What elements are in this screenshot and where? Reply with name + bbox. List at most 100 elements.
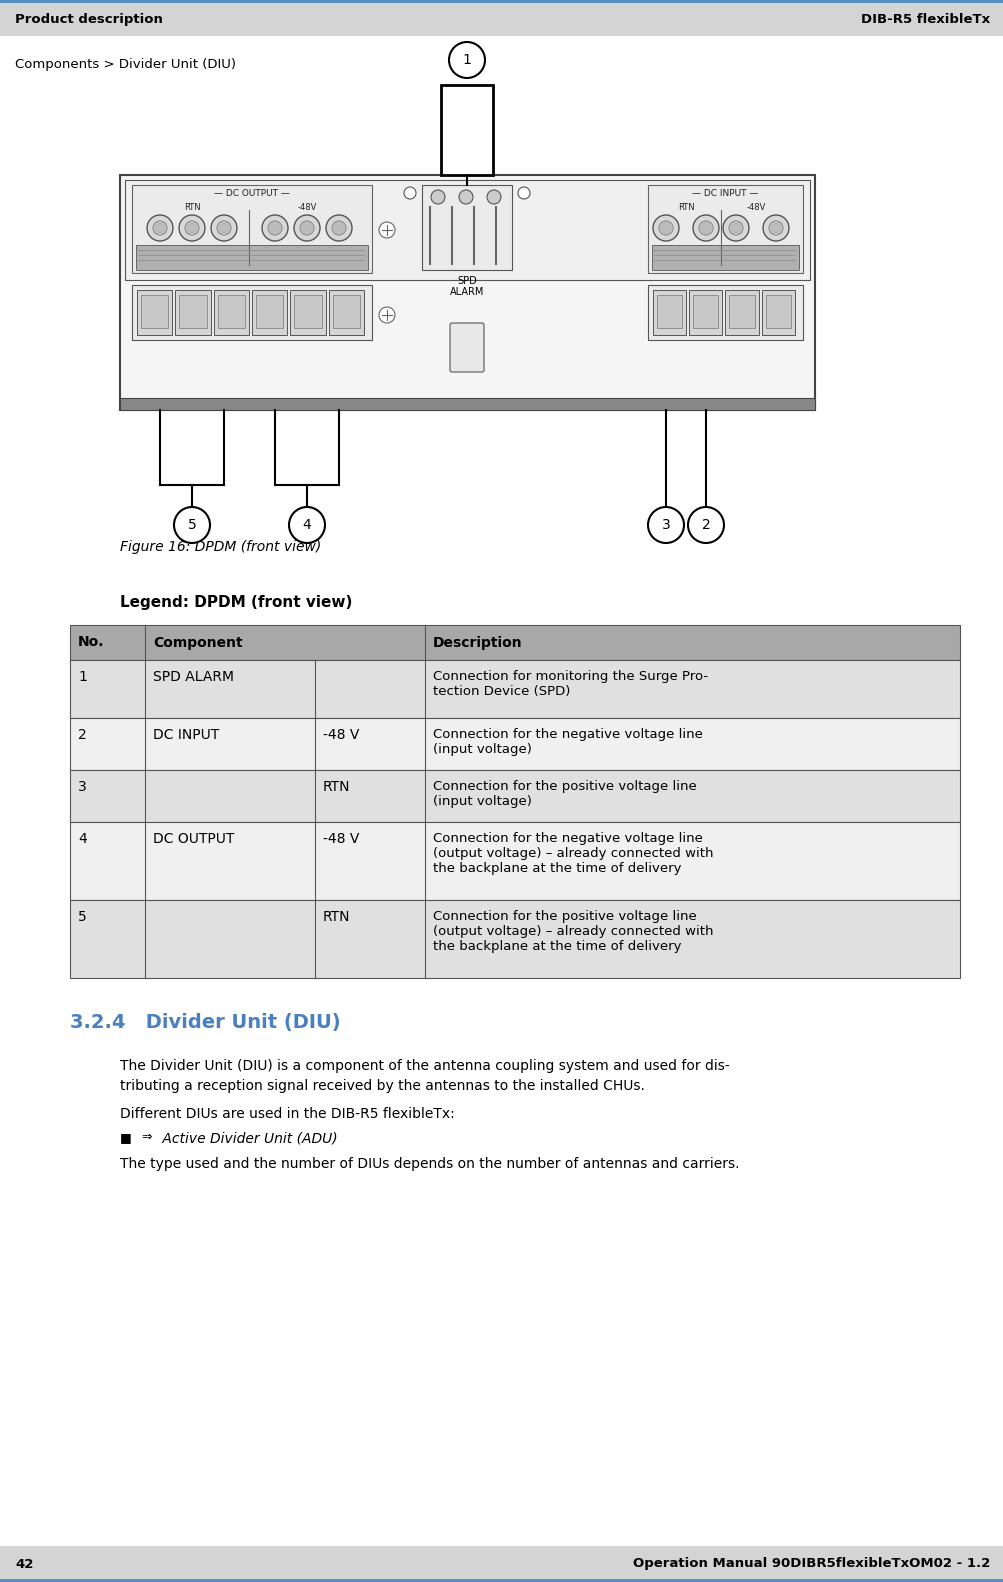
Circle shape xyxy=(698,221,712,236)
Bar xyxy=(761,290,794,335)
Text: DC OUTPUT: DC OUTPUT xyxy=(152,832,234,846)
Bar xyxy=(328,290,364,335)
Text: Component: Component xyxy=(152,636,243,650)
Bar xyxy=(0,1579,1003,1582)
Text: RTN: RTN xyxy=(184,202,201,212)
Text: Legend: DPDM (front view): Legend: DPDM (front view) xyxy=(120,595,352,611)
Text: ALARM: ALARM xyxy=(449,286,483,297)
Text: 4: 4 xyxy=(302,517,311,532)
Circle shape xyxy=(687,506,723,543)
Text: The Divider Unit (DIU) is a component of the antenna coupling system and used fo: The Divider Unit (DIU) is a component of… xyxy=(120,1058,729,1073)
Text: Connection for the negative voltage line
(input voltage): Connection for the negative voltage line… xyxy=(432,728,702,756)
Circle shape xyxy=(647,506,683,543)
Bar xyxy=(656,294,682,327)
Circle shape xyxy=(185,221,199,236)
Text: The type used and the number of DIUs depends on the number of antennas and carri: The type used and the number of DIUs dep… xyxy=(120,1156,739,1171)
Text: 42: 42 xyxy=(15,1558,33,1571)
Bar xyxy=(256,294,283,327)
Circle shape xyxy=(448,43,484,78)
Text: 2: 2 xyxy=(701,517,710,532)
Text: 2: 2 xyxy=(78,728,86,742)
Bar xyxy=(252,290,287,335)
Circle shape xyxy=(378,307,394,323)
Text: Connection for the positive voltage line
(output voltage) – already connected wi: Connection for the positive voltage line… xyxy=(432,910,713,952)
Text: 3: 3 xyxy=(661,517,670,532)
Circle shape xyxy=(658,221,672,236)
Bar xyxy=(70,770,959,823)
Bar xyxy=(647,185,802,274)
Text: ■: ■ xyxy=(120,1131,131,1144)
Bar xyxy=(70,660,959,718)
Bar xyxy=(294,294,321,327)
Circle shape xyxy=(486,190,500,204)
Circle shape xyxy=(692,215,718,240)
Bar xyxy=(652,290,686,335)
Text: ⇒: ⇒ xyxy=(140,1131,151,1144)
Text: Figure 16: DPDM (front view): Figure 16: DPDM (front view) xyxy=(120,539,321,554)
Bar xyxy=(140,294,169,327)
Bar xyxy=(131,185,372,274)
Text: Connection for the positive voltage line
(input voltage): Connection for the positive voltage line… xyxy=(432,780,696,808)
Circle shape xyxy=(762,215,788,240)
Text: DIB-R5 flexibleTx: DIB-R5 flexibleTx xyxy=(860,13,989,25)
Text: — DC OUTPUT —: — DC OUTPUT — xyxy=(214,188,290,198)
Circle shape xyxy=(518,187,530,199)
Circle shape xyxy=(146,215,173,240)
Text: -48V: -48V xyxy=(297,202,316,212)
Bar xyxy=(136,290,173,335)
Circle shape xyxy=(326,215,352,240)
Text: Connection for the negative voltage line
(output voltage) – already connected wi: Connection for the negative voltage line… xyxy=(432,832,713,875)
Circle shape xyxy=(289,506,325,543)
Circle shape xyxy=(300,221,314,236)
Bar xyxy=(70,823,959,900)
Circle shape xyxy=(728,221,742,236)
Circle shape xyxy=(378,221,394,237)
Text: tributing a reception signal received by the antennas to the installed CHUs.: tributing a reception signal received by… xyxy=(120,1079,644,1093)
Bar xyxy=(0,1546,1003,1582)
Text: No.: No. xyxy=(78,636,104,650)
Circle shape xyxy=(403,187,415,199)
Circle shape xyxy=(458,190,472,204)
Bar xyxy=(125,180,809,280)
Text: 5: 5 xyxy=(188,517,197,532)
Bar xyxy=(70,900,959,978)
Bar xyxy=(729,294,754,327)
Text: Product description: Product description xyxy=(15,13,162,25)
Text: SPD: SPD xyxy=(456,275,476,286)
Circle shape xyxy=(217,221,231,236)
Bar xyxy=(765,294,790,327)
Bar xyxy=(421,185,512,271)
Text: Description: Description xyxy=(432,636,523,650)
Circle shape xyxy=(722,215,748,240)
Text: RTN: RTN xyxy=(323,780,350,794)
Bar xyxy=(0,0,1003,36)
Text: 3: 3 xyxy=(78,780,86,794)
Text: 4: 4 xyxy=(78,832,86,846)
Bar xyxy=(651,245,798,271)
Text: 1: 1 xyxy=(462,54,471,66)
Text: 1: 1 xyxy=(78,671,87,683)
Circle shape xyxy=(152,221,166,236)
Text: Active Divider Unit (ADU): Active Divider Unit (ADU) xyxy=(157,1131,337,1145)
Text: -48 V: -48 V xyxy=(323,728,359,742)
Circle shape xyxy=(179,215,205,240)
Circle shape xyxy=(332,221,346,236)
Text: Connection for monitoring the Surge Pro-
tection Device (SPD): Connection for monitoring the Surge Pro-… xyxy=(432,671,707,698)
Circle shape xyxy=(768,221,782,236)
Circle shape xyxy=(652,215,678,240)
Bar xyxy=(647,285,802,340)
Bar xyxy=(0,0,1003,3)
Bar xyxy=(176,290,211,335)
Bar xyxy=(180,294,207,327)
Text: — DC INPUT —: — DC INPUT — xyxy=(692,188,758,198)
Bar xyxy=(689,290,722,335)
Bar xyxy=(135,245,368,271)
Text: -48 V: -48 V xyxy=(323,832,359,846)
Text: DC INPUT: DC INPUT xyxy=(152,728,219,742)
Bar xyxy=(214,290,249,335)
Bar xyxy=(131,285,372,340)
Circle shape xyxy=(262,215,288,240)
Bar xyxy=(70,718,959,770)
Bar xyxy=(120,399,814,410)
Circle shape xyxy=(174,506,210,543)
